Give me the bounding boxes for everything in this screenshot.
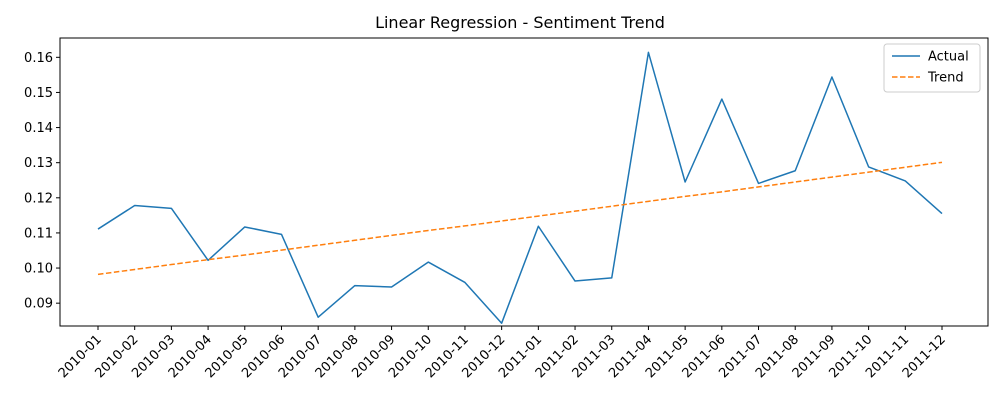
- y-tick-label: 0.10: [24, 262, 53, 277]
- series-line-trend: [97, 161, 943, 276]
- y-tick-label: 0.14: [24, 121, 53, 136]
- y-tick-label: 0.12: [24, 191, 53, 206]
- series-layer: [97, 51, 943, 324]
- series-line-actual: [97, 51, 943, 324]
- y-tick-label: 0.09: [24, 297, 53, 312]
- y-tick-label: 0.13: [24, 156, 53, 171]
- legend-label-trend: Trend: [927, 71, 964, 86]
- chart-title: Linear Regression - Sentiment Trend: [375, 13, 665, 32]
- y-tick-label: 0.11: [24, 226, 53, 241]
- legend-label-actual: Actual: [928, 50, 969, 65]
- y-axis: 0.09 0.10 0.11 0.12 0.13 0.14 0.15 0.16: [24, 51, 60, 312]
- y-tick-label: 0.15: [24, 86, 53, 101]
- plot-area: [59, 37, 989, 327]
- legend: Actual Trend: [883, 43, 981, 93]
- plot-frame: [59, 37, 989, 327]
- y-tick-label: 0.16: [24, 51, 53, 66]
